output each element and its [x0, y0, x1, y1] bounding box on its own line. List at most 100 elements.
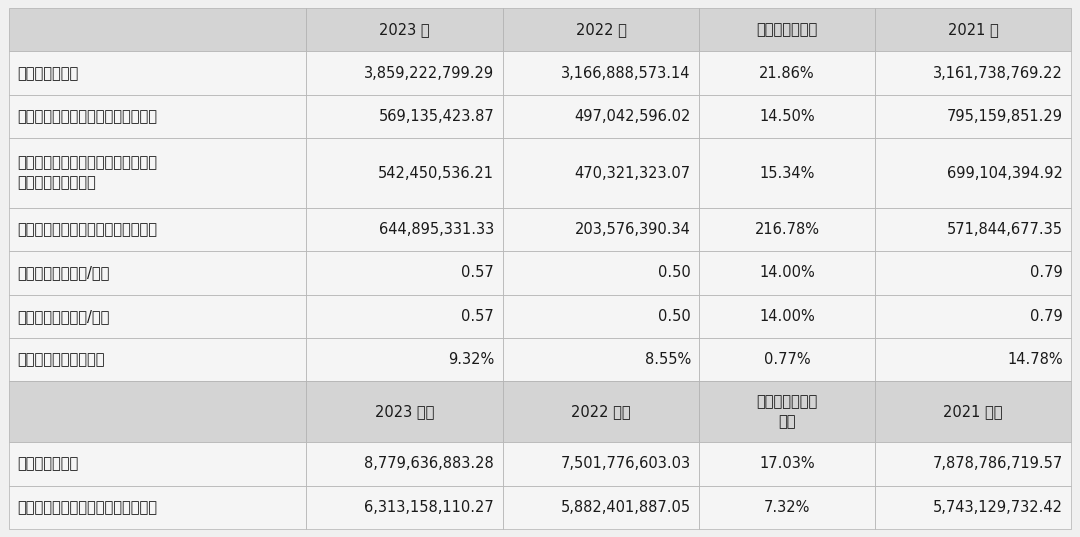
Bar	[503, 485, 700, 529]
Text: 470,321,323.07: 470,321,323.07	[575, 165, 691, 180]
Bar	[875, 52, 1071, 95]
Text: 795,159,851.29: 795,159,851.29	[947, 109, 1063, 124]
Bar	[9, 485, 307, 529]
Text: 归属于上市公司股东的净资产（元）: 归属于上市公司股东的净资产（元）	[17, 500, 158, 515]
Bar	[307, 138, 503, 208]
Text: 0.79: 0.79	[1030, 265, 1063, 280]
Bar	[503, 138, 700, 208]
Bar	[503, 442, 700, 485]
Bar	[9, 338, 307, 381]
Bar	[875, 95, 1071, 138]
Bar	[875, 485, 1071, 529]
Text: 2023 年末: 2023 年末	[375, 404, 434, 419]
Text: 2022 年: 2022 年	[576, 22, 626, 37]
Text: 2021 年末: 2021 年末	[943, 404, 1003, 419]
Text: 21.86%: 21.86%	[759, 66, 815, 81]
Text: 资产总额（元）: 资产总额（元）	[17, 456, 79, 471]
Bar	[307, 251, 503, 294]
Text: 203,576,390.34: 203,576,390.34	[575, 222, 691, 237]
Bar	[875, 8, 1071, 52]
Bar	[700, 208, 875, 251]
Text: 0.50: 0.50	[658, 309, 691, 324]
Bar	[700, 52, 875, 95]
Bar	[9, 251, 307, 294]
Text: 216.78%: 216.78%	[755, 222, 820, 237]
Text: 2022 年末: 2022 年末	[571, 404, 631, 419]
Text: 归属于上市公司股东的净利润（元）: 归属于上市公司股东的净利润（元）	[17, 109, 158, 124]
Bar	[307, 442, 503, 485]
Text: 归属于上市公司股东的扣除非经常性
损益的净利润（元）: 归属于上市公司股东的扣除非经常性 损益的净利润（元）	[17, 156, 158, 191]
Bar	[307, 8, 503, 52]
Bar	[307, 338, 503, 381]
Text: 3,859,222,799.29: 3,859,222,799.29	[364, 66, 495, 81]
Bar	[9, 442, 307, 485]
Bar	[307, 52, 503, 95]
Bar	[700, 8, 875, 52]
Text: 7,501,776,603.03: 7,501,776,603.03	[561, 456, 691, 471]
Bar	[503, 208, 700, 251]
Bar	[700, 442, 875, 485]
Text: 本年比上年增减: 本年比上年增减	[756, 22, 818, 37]
Text: 经营活动产生的现金流量净额（元）: 经营活动产生的现金流量净额（元）	[17, 222, 158, 237]
Bar	[503, 251, 700, 294]
Text: 8.55%: 8.55%	[645, 352, 691, 367]
Text: 0.50: 0.50	[658, 265, 691, 280]
Bar	[503, 95, 700, 138]
Text: 2023 年: 2023 年	[379, 22, 430, 37]
Bar	[875, 208, 1071, 251]
Text: 加权平均净资产收益率: 加权平均净资产收益率	[17, 352, 105, 367]
Text: 3,161,738,769.22: 3,161,738,769.22	[933, 66, 1063, 81]
Bar	[700, 138, 875, 208]
Text: 8,779,636,883.28: 8,779,636,883.28	[364, 456, 495, 471]
Text: 497,042,596.02: 497,042,596.02	[575, 109, 691, 124]
Text: 542,450,536.21: 542,450,536.21	[378, 165, 495, 180]
Text: 14.00%: 14.00%	[759, 309, 815, 324]
Text: 0.77%: 0.77%	[764, 352, 810, 367]
Bar	[700, 95, 875, 138]
Text: 7.32%: 7.32%	[764, 500, 810, 515]
Text: 14.00%: 14.00%	[759, 265, 815, 280]
Bar	[307, 294, 503, 338]
Bar	[700, 294, 875, 338]
Bar	[9, 138, 307, 208]
Text: 营业收入（元）: 营业收入（元）	[17, 66, 79, 81]
Text: 0.79: 0.79	[1030, 309, 1063, 324]
Text: 9.32%: 9.32%	[448, 352, 495, 367]
Bar	[700, 338, 875, 381]
Text: 0.57: 0.57	[461, 265, 495, 280]
Text: 稀释每股收益（元/股）: 稀释每股收益（元/股）	[17, 309, 110, 324]
Text: 基本每股收益（元/股）: 基本每股收益（元/股）	[17, 265, 110, 280]
Text: 15.34%: 15.34%	[759, 165, 814, 180]
Text: 2021 年: 2021 年	[947, 22, 998, 37]
Bar	[700, 485, 875, 529]
Text: 0.57: 0.57	[461, 309, 495, 324]
Bar	[307, 485, 503, 529]
Bar	[307, 208, 503, 251]
Bar	[503, 381, 700, 442]
Bar	[9, 208, 307, 251]
Text: 644,895,331.33: 644,895,331.33	[379, 222, 495, 237]
Bar	[875, 251, 1071, 294]
Text: 14.78%: 14.78%	[1007, 352, 1063, 367]
Bar	[503, 52, 700, 95]
Text: 699,104,394.92: 699,104,394.92	[947, 165, 1063, 180]
Bar	[875, 381, 1071, 442]
Bar	[9, 8, 307, 52]
Text: 3,166,888,573.14: 3,166,888,573.14	[562, 66, 691, 81]
Text: 7,878,786,719.57: 7,878,786,719.57	[932, 456, 1063, 471]
Bar	[307, 381, 503, 442]
Text: 5,743,129,732.42: 5,743,129,732.42	[933, 500, 1063, 515]
Text: 14.50%: 14.50%	[759, 109, 815, 124]
Bar	[503, 8, 700, 52]
Bar	[875, 138, 1071, 208]
Bar	[700, 251, 875, 294]
Bar	[875, 338, 1071, 381]
Text: 571,844,677.35: 571,844,677.35	[947, 222, 1063, 237]
Bar	[875, 442, 1071, 485]
Bar	[503, 338, 700, 381]
Bar	[9, 381, 307, 442]
Bar	[307, 95, 503, 138]
Text: 本年末比上年末
增减: 本年末比上年末 增减	[756, 394, 818, 429]
Text: 569,135,423.87: 569,135,423.87	[378, 109, 495, 124]
Bar	[503, 294, 700, 338]
